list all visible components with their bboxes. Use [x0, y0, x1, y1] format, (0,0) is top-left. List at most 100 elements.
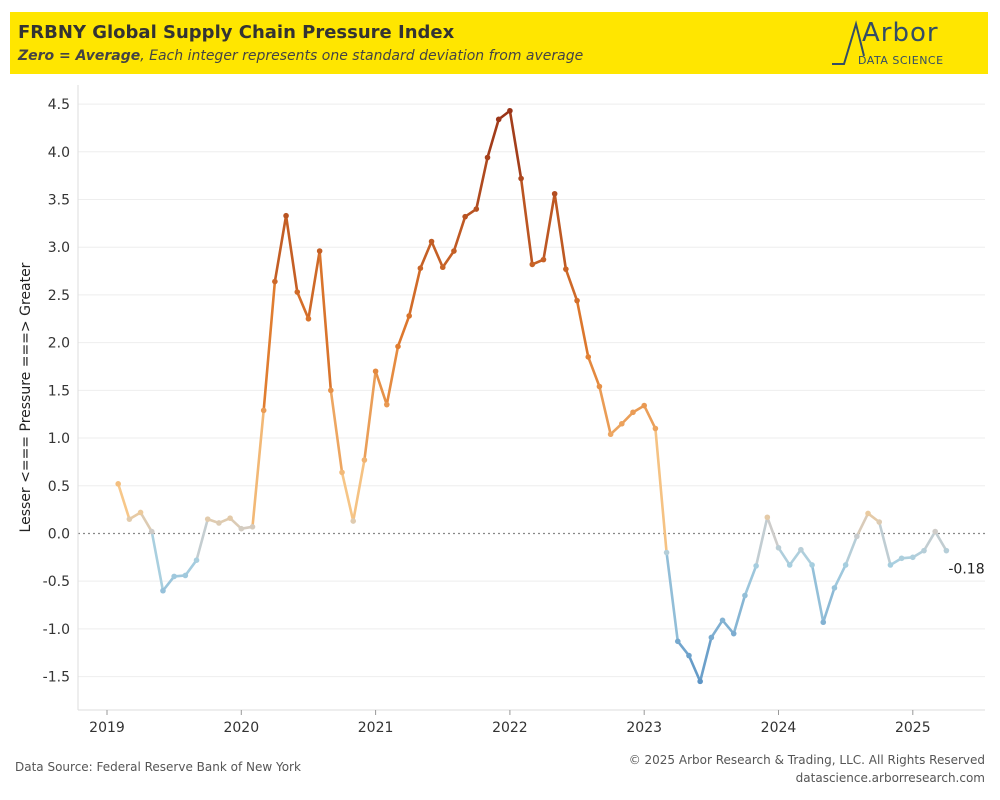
data-point — [540, 256, 547, 263]
x-tick-label: 2021 — [358, 720, 394, 736]
data-point — [865, 510, 871, 517]
logo-mark-icon — [832, 20, 865, 65]
data-point — [272, 278, 278, 285]
data-point — [641, 402, 647, 409]
data-point — [764, 514, 771, 521]
x-tick-label: 2019 — [89, 720, 125, 736]
subtitle-rest: , Each integer represents one standard d… — [140, 48, 584, 64]
data-point — [809, 562, 815, 568]
data-point — [148, 528, 155, 535]
series-line-segment — [586, 355, 601, 388]
data-point — [697, 678, 703, 685]
data-point — [652, 425, 659, 432]
series-line-segment — [922, 530, 937, 552]
series-line-segment — [486, 118, 501, 159]
series-line-segment — [698, 636, 713, 683]
series-line-segment — [676, 639, 691, 657]
data-point — [742, 592, 748, 599]
website-link[interactable]: datascience.arborresearch.com — [795, 771, 985, 785]
data-point — [686, 652, 692, 659]
data-point — [204, 516, 211, 522]
data-point — [574, 297, 580, 304]
data-point — [126, 516, 133, 522]
series-line-segment — [396, 314, 411, 348]
x-tick-label: 2024 — [761, 720, 797, 736]
y-tick-label: -0.5 — [43, 574, 70, 590]
series-line-segment — [844, 535, 859, 567]
y-tick-label: 3.5 — [48, 193, 70, 209]
series-line-segment — [475, 156, 489, 211]
y-tick-label: 0.5 — [48, 479, 70, 495]
data-point — [674, 638, 681, 645]
data-point — [316, 248, 323, 254]
data-point — [563, 266, 569, 272]
series-line-segment — [788, 548, 803, 567]
data-point — [294, 289, 301, 295]
data-point — [730, 630, 737, 637]
data-point — [160, 587, 166, 594]
series-line-segment — [821, 586, 836, 624]
data-point — [406, 313, 412, 319]
series-line-segment — [542, 192, 556, 261]
y-tick-label: 4.0 — [48, 145, 70, 161]
y-tick-label: 1.0 — [48, 431, 70, 447]
series-line-segment — [799, 548, 814, 567]
y-axis-label: Lesser <=== Pressure ===> Greater — [18, 262, 34, 532]
series-line-segment — [284, 214, 299, 294]
data-point — [663, 549, 670, 556]
data-point — [372, 368, 379, 375]
x-tick-label: 2020 — [223, 720, 259, 736]
data-point — [820, 619, 827, 626]
y-tick-label: 2.5 — [48, 288, 70, 304]
series-line-segment — [295, 290, 310, 321]
subtitle-bold: Zero = Average — [18, 48, 141, 64]
data-point — [439, 264, 446, 271]
data-point — [328, 387, 334, 394]
data-point — [350, 518, 357, 524]
series-line-segment — [273, 214, 288, 283]
data-point — [798, 546, 804, 553]
data-point — [932, 528, 938, 535]
data-point — [921, 547, 927, 554]
logo-subtitle: DATA SCIENCE — [858, 54, 944, 67]
data-point — [227, 515, 233, 522]
copyright: © 2025 Arbor Research & Trading, LLC. Al… — [628, 753, 985, 767]
data-point — [115, 481, 121, 487]
series-line-segment — [855, 512, 870, 538]
series-line-segment — [329, 389, 344, 474]
chart-title: FRBNY Global Supply Chain Pressure Index — [18, 22, 455, 43]
data-point — [383, 401, 390, 408]
data-point — [249, 523, 256, 530]
y-tick-label: 2.0 — [48, 336, 70, 352]
series-line-segment — [754, 515, 769, 568]
data-point — [137, 509, 144, 516]
y-tick-label: 3.0 — [48, 240, 70, 256]
series-line-segment — [307, 249, 321, 321]
data-point — [719, 617, 726, 624]
data-point — [619, 420, 625, 427]
series-line-segment — [687, 654, 702, 683]
series-line-segment — [340, 471, 355, 523]
data-point — [216, 520, 222, 526]
series-line-segment — [407, 266, 422, 318]
series-line-segment — [195, 517, 210, 562]
data-point — [854, 533, 860, 540]
x-tick-label: 2025 — [895, 720, 931, 736]
y-tick-label: -1.0 — [43, 622, 70, 638]
supply-chain-line-chart: -1.5 -1.0 -0.5 0.0 0.5 1.0 1.5 2.0 2.5 3.0 3.5 4.0 4… — [18, 85, 985, 736]
series-line-segment — [139, 511, 154, 533]
y-tick-label: -1.5 — [43, 670, 70, 686]
data-point — [417, 265, 424, 272]
series-line-segment — [564, 267, 579, 302]
series-line-segment — [508, 109, 523, 180]
series-line-segment — [351, 458, 366, 523]
series-line-segment — [430, 240, 445, 269]
data-point — [842, 562, 849, 568]
data-point — [507, 107, 513, 114]
series-line-segment — [777, 546, 791, 567]
data-point — [495, 116, 502, 123]
y-tick-label: 4.5 — [48, 97, 70, 113]
series-line-segment — [721, 619, 736, 635]
data-point — [898, 555, 905, 562]
data-point — [753, 563, 759, 569]
